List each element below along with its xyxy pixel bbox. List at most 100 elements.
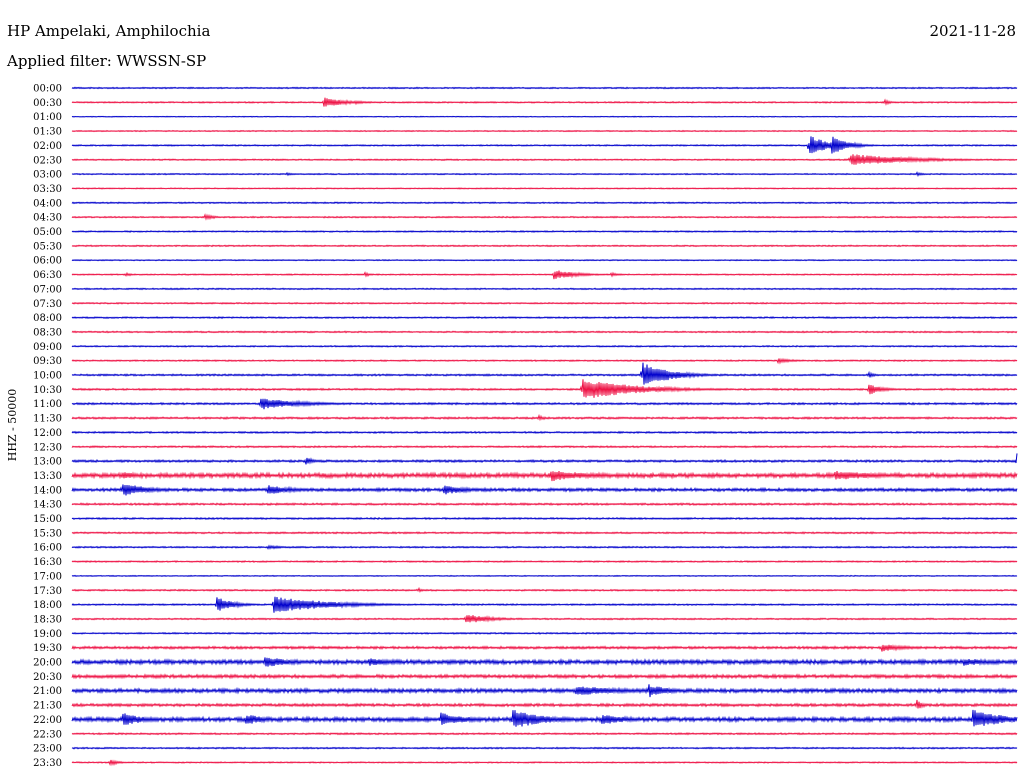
time-tick-label: 11:30 bbox=[33, 414, 62, 425]
time-tick-label: 10:00 bbox=[33, 371, 62, 382]
time-tick-label: 15:30 bbox=[33, 528, 62, 539]
time-tick-label: 01:30 bbox=[33, 127, 62, 138]
time-tick-label: 05:00 bbox=[33, 227, 62, 238]
time-tick-label: 02:30 bbox=[33, 155, 62, 166]
trace-row bbox=[71, 732, 1018, 736]
trace-row bbox=[71, 746, 1018, 750]
time-tick-label: 09:00 bbox=[33, 342, 62, 353]
time-tick-label: 22:00 bbox=[33, 715, 62, 726]
time-tick-label: 08:30 bbox=[33, 327, 62, 338]
trace-row bbox=[71, 258, 1018, 262]
time-tick-label: 07:30 bbox=[33, 299, 62, 310]
trace-row bbox=[71, 684, 1018, 698]
time-tick-label: 17:00 bbox=[33, 571, 62, 582]
time-tick-label: 06:30 bbox=[33, 270, 62, 281]
time-tick-label: 23:30 bbox=[33, 758, 62, 769]
trace-row bbox=[71, 316, 1018, 320]
time-tick-labels: 00:00 00:30 01:00 01:30 02:00 02:30 03:00 03:30… bbox=[33, 84, 62, 769]
trace-row bbox=[71, 574, 1018, 578]
trace-row bbox=[71, 413, 1018, 422]
trace-row bbox=[71, 615, 1018, 623]
trace-row bbox=[71, 631, 1018, 635]
filter-label: Applied filter: WWSSN-SP bbox=[6, 52, 206, 70]
time-tick-label: 08:00 bbox=[33, 313, 62, 324]
trace-row bbox=[71, 644, 1018, 652]
time-tick-label: 03:00 bbox=[33, 170, 62, 181]
time-tick-label: 21:30 bbox=[33, 701, 62, 712]
trace-row bbox=[71, 187, 1018, 190]
trace-row bbox=[71, 398, 1018, 410]
trace-row bbox=[71, 270, 1018, 280]
time-tick-label: 12:00 bbox=[33, 428, 62, 439]
trace-row bbox=[71, 154, 1018, 165]
time-tick-label: 21:00 bbox=[33, 686, 62, 697]
seismic-traces bbox=[71, 86, 1018, 767]
trace-row bbox=[71, 213, 1018, 221]
time-tick-label: 18:00 bbox=[33, 600, 62, 611]
trace-row bbox=[71, 596, 1018, 613]
trace-row bbox=[71, 502, 1018, 507]
time-tick-label: 18:30 bbox=[33, 614, 62, 625]
trace-row bbox=[71, 673, 1018, 680]
time-tick-label: 12:30 bbox=[33, 442, 62, 453]
time-tick-label: 10:30 bbox=[33, 385, 62, 396]
station-title: HP Ampelaki, Amphilochia bbox=[7, 22, 210, 40]
trace-row bbox=[71, 379, 1018, 398]
time-tick-label: 19:00 bbox=[33, 629, 62, 640]
trace-row bbox=[71, 531, 1018, 535]
time-tick-label: 22:30 bbox=[33, 729, 62, 740]
time-tick-label: 14:00 bbox=[33, 485, 62, 496]
trace-row bbox=[71, 470, 1018, 482]
time-tick-label: 11:00 bbox=[33, 399, 62, 410]
trace-row bbox=[71, 230, 1018, 233]
trace-row bbox=[71, 586, 1018, 593]
time-tick-label: 03:30 bbox=[33, 184, 62, 195]
trace-row bbox=[71, 657, 1018, 667]
time-tick-label: 16:30 bbox=[33, 557, 62, 568]
channel-label: HHZ - 50000 bbox=[6, 389, 19, 462]
trace-row bbox=[71, 201, 1018, 205]
trace-row bbox=[71, 86, 1018, 90]
trace-row bbox=[71, 444, 1018, 449]
time-tick-label: 17:30 bbox=[33, 586, 62, 597]
trace-row bbox=[71, 516, 1018, 521]
time-tick-label: 01:00 bbox=[33, 112, 62, 123]
trace-row bbox=[71, 115, 1018, 118]
time-tick-label: 20:30 bbox=[33, 672, 62, 683]
time-tick-label: 13:30 bbox=[33, 471, 62, 482]
trace-row bbox=[71, 287, 1018, 291]
time-tick-label: 23:00 bbox=[33, 744, 62, 755]
trace-row bbox=[71, 97, 1018, 107]
time-tick-label: 13:00 bbox=[33, 457, 62, 468]
trace-row bbox=[71, 357, 1018, 365]
trace-row bbox=[71, 560, 1018, 564]
trace-row bbox=[71, 484, 1018, 496]
time-tick-label: 14:30 bbox=[33, 500, 62, 511]
time-tick-label: 09:30 bbox=[33, 356, 62, 367]
trace-row bbox=[71, 759, 1018, 767]
time-tick-label: 07:00 bbox=[33, 284, 62, 295]
trace-row bbox=[71, 709, 1018, 727]
time-tick-label: 20:00 bbox=[33, 658, 62, 669]
time-tick-label: 00:00 bbox=[33, 84, 62, 95]
time-tick-label: 04:30 bbox=[33, 213, 62, 224]
trace-row bbox=[71, 129, 1018, 133]
time-tick-label: 05:30 bbox=[33, 241, 62, 252]
trace-row bbox=[71, 430, 1018, 435]
trace-row bbox=[71, 453, 1018, 465]
date-label: 2021-11-28 bbox=[930, 22, 1016, 40]
time-tick-label: 02:00 bbox=[33, 141, 62, 152]
time-tick-label: 15:00 bbox=[33, 514, 62, 525]
trace-row bbox=[71, 699, 1018, 709]
time-tick-label: 19:30 bbox=[33, 643, 62, 654]
trace-row bbox=[71, 301, 1018, 305]
time-tick-label: 06:00 bbox=[33, 256, 62, 267]
trace-row bbox=[71, 244, 1018, 248]
trace-row bbox=[71, 544, 1018, 550]
trace-row bbox=[71, 330, 1018, 334]
trace-row bbox=[71, 136, 1018, 154]
trace-row bbox=[71, 344, 1018, 348]
trace-row bbox=[71, 171, 1018, 177]
trace-row bbox=[71, 362, 1018, 385]
